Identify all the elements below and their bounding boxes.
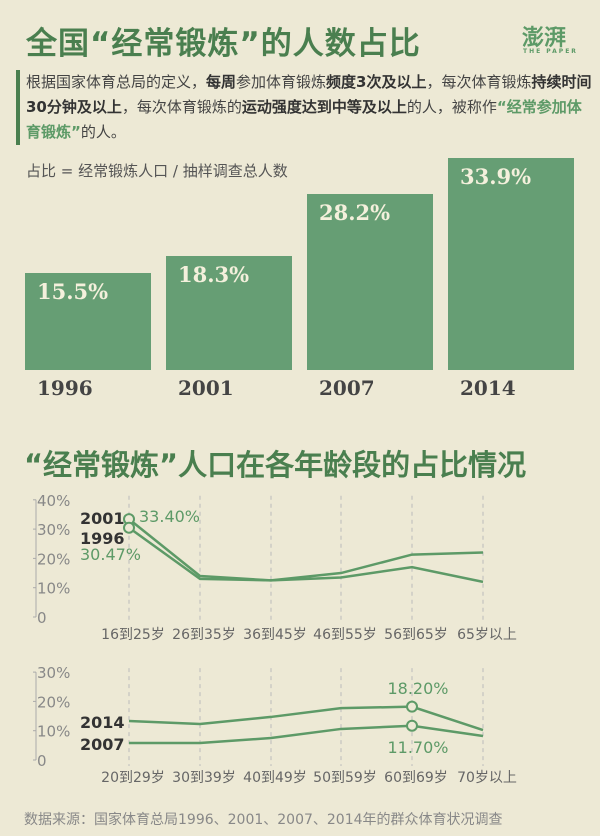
x-tick-label: 36到45岁 (243, 627, 307, 643)
y-tick-label: 20% (37, 693, 70, 711)
x-tick-label: 30到39岁 (172, 770, 236, 786)
series-line-2014 (128, 705, 484, 732)
bar-value-label: 18.3% (178, 261, 250, 287)
data-source: 数据来源：国家体育总局1996、2001、2007、2014年的群众体育状况调查 (24, 812, 503, 828)
line-chart-2007-2014: 0 10% 20% 30% 20到29岁 30到39岁 40到49岁 50到59岁 60到69岁… (33, 664, 517, 786)
annotation-2007: 11.70% (387, 738, 448, 757)
bar-2001: 18.3% (166, 255, 292, 370)
section-title: “经常锻炼”人口在各年龄段的占比情况 (24, 448, 527, 482)
bar-2007: 28.2% (307, 193, 433, 370)
series-line-2007 (129, 724, 484, 745)
series-line-1996 (128, 526, 484, 584)
bar-2014: 33.9% (448, 158, 574, 370)
annotation-2001: 33.40% (139, 507, 200, 526)
x-tick-label: 16到25岁 (101, 627, 165, 643)
bar-year-label: 2007 (319, 376, 375, 400)
logo: 澎湃 (522, 26, 567, 51)
x-tick-label: 65岁以上 (457, 627, 517, 643)
page-title: 全国“经常锻炼”的人数占比 (26, 26, 421, 62)
x-tick-label: 40到49岁 (243, 770, 307, 786)
y-tick-label: 20% (37, 550, 70, 568)
x-tick-label: 20到29岁 (101, 770, 165, 786)
bar-year-label: 2014 (460, 376, 516, 400)
y-tick-label: 10% (37, 580, 70, 598)
legend-2014: 2014 (80, 713, 125, 732)
formula-label: 占比 = 经常锻炼人口 / 抽样调查总人数 (26, 162, 288, 180)
legend-2007: 2007 (80, 735, 125, 754)
y-tick-label: 40% (37, 492, 70, 510)
x-tick-label: 56到65岁 (384, 627, 448, 643)
series-line-2001 (128, 518, 484, 582)
x-tick-label: 70岁以上 (457, 770, 517, 786)
bar-1996: 15.5% (25, 273, 151, 370)
legend-2001: 2001 (80, 509, 125, 528)
x-tick-label: 26到35岁 (172, 627, 236, 643)
logo-subtitle: THE PAPER (523, 48, 578, 55)
legend-1996: 1996 (80, 529, 125, 548)
bar-value-label: 15.5% (37, 279, 109, 305)
y-tick-label: 10% (37, 723, 70, 741)
line-chart-1996-2001: 0 10% 20% 30% 40% 16到25岁 26到35岁 36到45岁 46到55岁 56到… (33, 492, 517, 643)
bar-year-label: 2001 (178, 376, 234, 400)
x-tick-label: 50到59岁 (313, 770, 377, 786)
bar-value-label: 33.9% (460, 164, 532, 189)
y-tick-label: 0 (37, 609, 47, 627)
annotation-2014: 18.20% (387, 679, 448, 698)
x-tick-label: 60到69岁 (384, 770, 448, 786)
y-tick-label: 30% (37, 664, 70, 682)
x-tick-label: 46到55岁 (313, 627, 377, 643)
annotation-1996: 30.47% (80, 545, 141, 564)
y-tick-label: 0 (37, 752, 47, 770)
bar-year-label: 1996 (37, 376, 93, 400)
y-tick-label: 30% (37, 521, 70, 539)
definition-text: 根据国家体育总局的定义，每周参加体育锻炼频度3次及以上，每次体育锻炼持续时间30… (16, 70, 596, 145)
bar-value-label: 28.2% (319, 199, 391, 225)
